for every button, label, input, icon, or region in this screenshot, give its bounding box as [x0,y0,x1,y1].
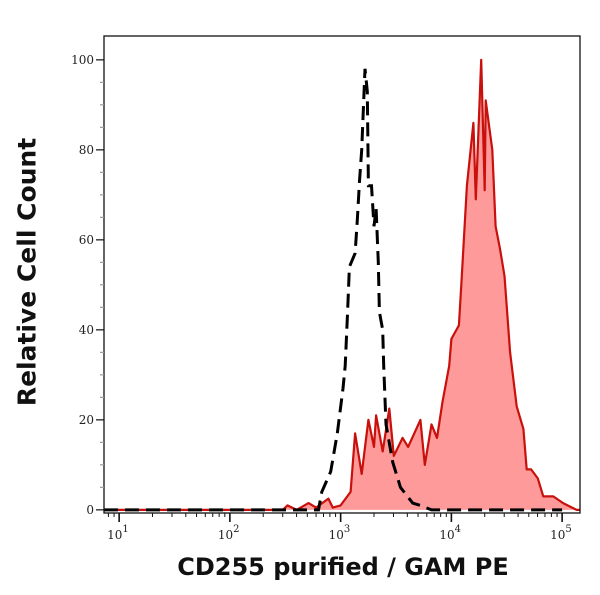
x-tick-label: 104 [439,524,461,542]
x-tick-base: 10 [550,528,565,542]
x-tick-base: 10 [439,528,454,542]
plot-layer [104,58,580,512]
x-tick-exponent: 5 [565,524,571,535]
x-tick-label: 103 [329,524,351,542]
y-tick-label: 40 [79,323,94,337]
y-axis-label: Relative Cell Count [12,137,42,407]
y-tick-label: 100 [71,53,94,67]
series-line-stained [104,58,580,511]
series-line-control [104,68,563,512]
x-tick-exponent: 3 [344,524,350,535]
x-tick-base: 10 [218,528,233,542]
y-tick-label: 80 [79,143,94,157]
series-fill-stained [104,59,580,510]
x-tick-label: 101 [107,524,129,542]
y-tick-label: 20 [79,413,94,427]
x-tick-exponent: 1 [122,524,128,535]
y-tick-label: 0 [86,503,94,517]
x-axis-label: CD255 purified / GAM PE [177,553,509,581]
x-tick-base: 10 [107,528,122,542]
x-tick-exponent: 4 [455,524,461,535]
plot-frame [103,35,581,514]
x-tick-label: 102 [218,524,240,542]
x-tick-label: 105 [550,524,572,542]
x-tick-exponent: 2 [233,524,239,535]
y-tick-label: 60 [79,233,94,247]
x-tick-base: 10 [329,528,344,542]
